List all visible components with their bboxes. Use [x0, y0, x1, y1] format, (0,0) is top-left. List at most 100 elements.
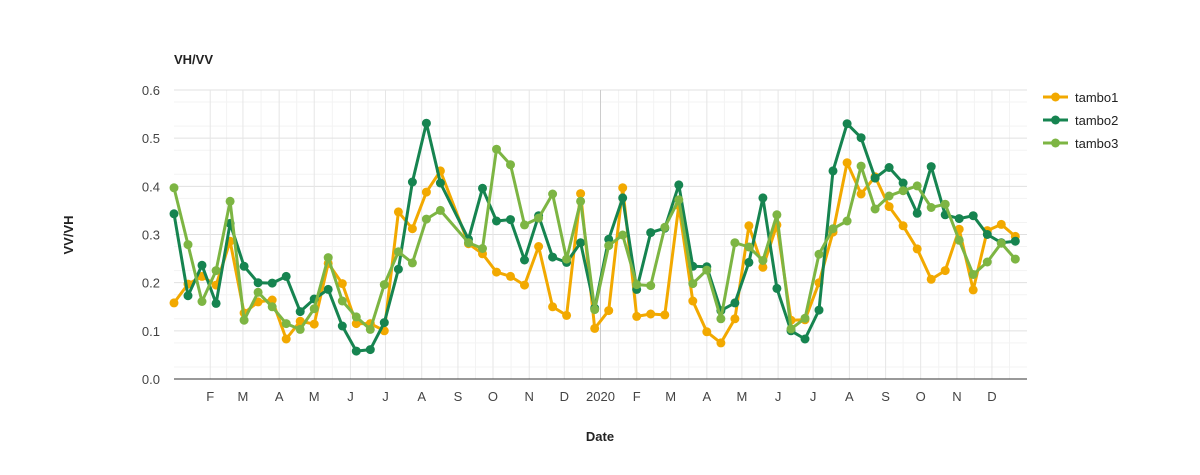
- x-tick-label: F: [206, 389, 214, 404]
- x-tick-label: M: [309, 389, 320, 404]
- x-tick-label: A: [275, 389, 284, 404]
- data-point-tambo3: [379, 280, 389, 290]
- x-tick-label: S: [881, 389, 890, 404]
- data-point-tambo1: [604, 306, 614, 316]
- data-point-tambo1: [744, 221, 754, 231]
- data-point-tambo3: [814, 249, 824, 259]
- data-point-tambo3: [197, 297, 207, 306]
- data-point-tambo3: [520, 220, 529, 230]
- data-point-tambo1: [407, 224, 417, 234]
- data-point-tambo3: [295, 324, 305, 334]
- data-point-tambo2: [968, 211, 978, 221]
- legend-label: tambo1: [1075, 90, 1118, 105]
- x-tick-label: S: [454, 389, 463, 404]
- data-point-tambo1: [520, 280, 529, 290]
- series-tambo3: [169, 144, 1020, 334]
- y-tick-label: 0.5: [142, 131, 160, 146]
- data-point-tambo3: [337, 296, 347, 306]
- data-point-tambo2: [365, 345, 375, 355]
- data-point-tambo2: [421, 118, 431, 128]
- data-point-tambo3: [632, 280, 642, 290]
- data-point-tambo2: [730, 298, 740, 308]
- legend-item-tambo3: tambo3: [1043, 136, 1118, 151]
- data-point-tambo2: [772, 283, 782, 293]
- data-point-tambo2: [842, 119, 852, 129]
- data-point-tambo3: [744, 242, 754, 252]
- series-tambo1: [169, 158, 1020, 348]
- data-point-tambo3: [646, 281, 656, 291]
- data-point-tambo3: [842, 216, 852, 226]
- legend: tambo1 tambo2 tambo3: [1043, 90, 1118, 151]
- data-point-tambo1: [730, 314, 740, 324]
- x-axis-label: Date: [586, 429, 614, 444]
- data-point-tambo3: [898, 186, 908, 196]
- data-point-tambo3: [660, 222, 670, 232]
- data-point-tambo1: [856, 189, 866, 199]
- data-point-tambo3: [716, 314, 726, 324]
- data-point-tambo1: [506, 271, 515, 281]
- x-tick-label: N: [525, 389, 534, 404]
- data-point-tambo2: [239, 261, 249, 271]
- data-point-tambo1: [968, 285, 978, 295]
- x-tick-label: N: [952, 389, 961, 404]
- data-point-tambo3: [562, 254, 572, 264]
- data-point-tambo2: [520, 255, 529, 265]
- data-point-tambo1: [337, 279, 347, 289]
- data-point-tambo1: [576, 189, 586, 199]
- data-point-tambo1: [562, 310, 572, 320]
- data-point-tambo3: [225, 196, 235, 206]
- data-point-tambo3: [702, 265, 712, 275]
- data-point-tambo1: [758, 262, 768, 272]
- data-point-tambo2: [576, 238, 586, 248]
- data-point-tambo2: [379, 318, 389, 328]
- data-point-tambo3: [730, 238, 740, 248]
- data-point-tambo2: [870, 173, 880, 183]
- data-point-tambo1: [351, 319, 361, 329]
- x-tick-label: J: [775, 389, 782, 404]
- data-point-tambo1: [702, 327, 712, 337]
- data-point-tambo2: [674, 180, 684, 190]
- x-tick-label: F: [633, 389, 641, 404]
- data-point-tambo3: [940, 199, 950, 209]
- data-point-tambo1: [393, 207, 403, 217]
- data-point-tambo3: [253, 287, 263, 297]
- data-point-tambo1: [926, 274, 936, 284]
- data-point-tambo3: [169, 183, 179, 193]
- data-point-tambo1: [309, 319, 319, 329]
- data-point-tambo1: [534, 242, 544, 251]
- data-point-tambo1: [632, 311, 642, 321]
- data-point-tambo1: [940, 266, 950, 276]
- data-point-tambo3: [534, 213, 544, 223]
- data-point-tambo1: [492, 267, 501, 277]
- y-tick-label: 0.0: [142, 372, 160, 387]
- axes: VH/VV VV/VH Date 0.0 0.1 0.2 0.3 0.4 0.5 0.6 F M…: [61, 52, 997, 444]
- data-point-tambo2: [211, 298, 221, 308]
- data-point-tambo3: [688, 279, 698, 289]
- data-point-tambo1: [267, 295, 277, 305]
- data-point-tambo2: [253, 278, 263, 288]
- data-point-tambo2: [393, 264, 403, 274]
- x-tick-label: D: [987, 389, 996, 404]
- legend-swatch-dot: [1051, 115, 1060, 125]
- data-point-tambo3: [926, 203, 936, 212]
- data-point-tambo3: [772, 210, 782, 220]
- data-point-tambo2: [267, 278, 277, 288]
- data-point-tambo2: [800, 334, 810, 344]
- y-tick-label: 0.6: [142, 83, 160, 98]
- data-point-tambo1: [688, 296, 698, 306]
- x-tick-label: J: [382, 389, 389, 404]
- data-point-tambo2: [169, 209, 179, 219]
- legend-item-tambo1: tambo1: [1043, 90, 1118, 105]
- data-point-tambo3: [211, 266, 221, 276]
- data-point-tambo1: [421, 187, 431, 197]
- data-point-tambo1: [590, 323, 600, 333]
- y-tick-label: 0.3: [142, 228, 160, 243]
- data-point-tambo2: [618, 193, 628, 203]
- data-point-tambo3: [786, 324, 796, 334]
- data-point-tambo3: [309, 304, 319, 314]
- data-point-tambo1: [660, 310, 670, 320]
- data-point-tambo2: [478, 183, 487, 193]
- x-tick-label: M: [736, 389, 747, 404]
- data-point-tambo3: [912, 181, 922, 191]
